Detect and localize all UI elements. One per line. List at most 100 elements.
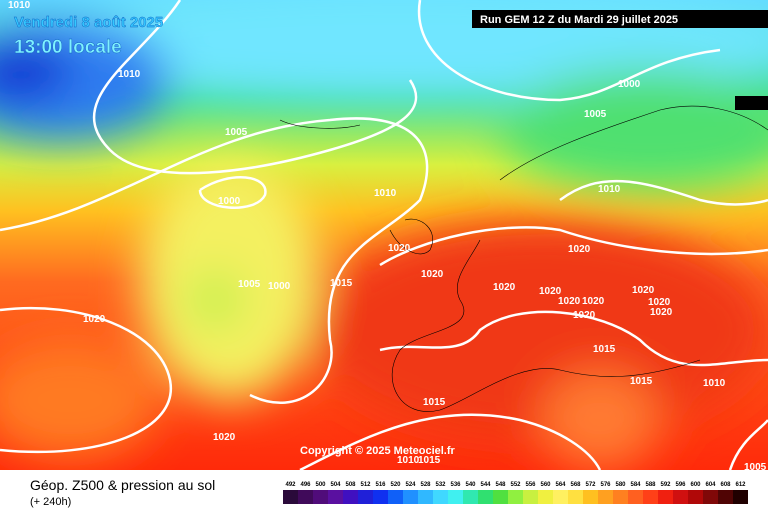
- isobar-label: 1020: [539, 286, 562, 297]
- isobar-label: 1010: [374, 188, 397, 199]
- scale-label: 496: [300, 482, 311, 488]
- scale-swatch: [658, 490, 673, 504]
- isobar-label: 1020: [632, 285, 655, 296]
- scale-swatch: [403, 490, 418, 504]
- scale-label: 516: [375, 482, 386, 488]
- isobar-label: 1020: [493, 282, 516, 293]
- scale-label: 528: [420, 482, 431, 488]
- scale-swatch: [283, 490, 298, 504]
- copyright: Copyright © 2025 Meteociel.fr: [300, 445, 456, 457]
- scale-label: 512: [360, 482, 371, 488]
- scale-label: 492: [285, 482, 296, 488]
- scale-swatch: [733, 490, 748, 504]
- scale-label: 612: [735, 482, 746, 488]
- scale-label: 520: [390, 482, 401, 488]
- scale-swatch: [298, 490, 313, 504]
- scale-swatch: [373, 490, 388, 504]
- isobar-label: 1010: [8, 0, 31, 11]
- scale-label: 532: [435, 482, 446, 488]
- isobar-label: 1000: [618, 79, 641, 90]
- footer-lead: (+ 240h): [30, 496, 71, 508]
- isobar-label: 1015: [418, 455, 441, 466]
- scale-label: 604: [705, 482, 716, 488]
- scale-label: 580: [615, 482, 626, 488]
- scale-label: 564: [555, 482, 566, 488]
- scale-label: 504: [330, 482, 341, 488]
- scale-swatch: [643, 490, 658, 504]
- color-scale: 492 496 500 504 508 512 516 520 524 528 532 536 540 5…: [283, 482, 748, 504]
- isobar-label: 1010: [118, 69, 141, 80]
- isobar-label: 1020: [83, 314, 106, 325]
- scale-swatch: [313, 490, 328, 504]
- scale-label: 524: [405, 482, 416, 488]
- scale-label: 536: [450, 482, 461, 488]
- isobar-label: 1020: [568, 244, 591, 255]
- field: [0, 0, 768, 470]
- isobar-label: 1020: [573, 310, 596, 321]
- scale-swatch: [388, 490, 403, 504]
- scale-swatch: [493, 490, 508, 504]
- scale-swatch: [343, 490, 358, 504]
- run-info: Run GEM 12 Z du Mardi 29 juillet 2025: [480, 14, 678, 26]
- scale-swatch: [703, 490, 718, 504]
- isobar-label: 1000: [268, 281, 291, 292]
- isobar-label: 1010: [598, 184, 621, 195]
- isobar-label: 1015: [330, 278, 353, 289]
- isobar-label: 1005: [584, 109, 607, 120]
- scale-swatch: [718, 490, 733, 504]
- valid-time: Vendredi 8 août 2025: [14, 14, 163, 31]
- scale-swatch: [673, 490, 688, 504]
- scale-label: 552: [510, 482, 521, 488]
- scale-label: 556: [525, 482, 536, 488]
- scale-swatch: [538, 490, 553, 504]
- scale-swatch: [418, 490, 433, 504]
- scale-label: 540: [465, 482, 476, 488]
- scale-label: 548: [495, 482, 506, 488]
- scale-swatch: [358, 490, 373, 504]
- scale-swatch: [478, 490, 493, 504]
- isobar-label: 1010: [703, 378, 726, 389]
- scale-swatch: [433, 490, 448, 504]
- isobar-label: 1015: [630, 376, 653, 387]
- isobar-label: 1020: [558, 296, 581, 307]
- scale-label: 572: [585, 482, 596, 488]
- scale-swatch: [448, 490, 463, 504]
- isobar-label: 1005: [238, 279, 261, 290]
- isobar-label: 1000: [218, 196, 241, 207]
- isobar-label: 1020: [388, 243, 411, 254]
- isobar-label: 1005: [225, 127, 248, 138]
- scale-label: 568: [570, 482, 581, 488]
- scale-swatch: [598, 490, 613, 504]
- footer-title: Géop. Z500 & pression au sol: [30, 477, 215, 493]
- scale-swatch: [583, 490, 598, 504]
- isobar-label: 1010: [397, 455, 420, 466]
- isobar-label: 1005: [744, 462, 767, 473]
- scale-label: 584: [630, 482, 641, 488]
- scale-label: 508: [345, 482, 356, 488]
- scale-label: 544: [480, 482, 491, 488]
- corner-block: [735, 96, 768, 110]
- scale-swatch: [613, 490, 628, 504]
- isobar-label: 1015: [593, 344, 616, 355]
- local-time: 13:00 locale: [14, 37, 122, 58]
- scale-label: 500: [315, 482, 326, 488]
- scale-label: 596: [675, 482, 686, 488]
- coastlines: [279, 105, 768, 412]
- scale-label: 600: [690, 482, 701, 488]
- scale-swatch: [463, 490, 478, 504]
- scale-swatch: [508, 490, 523, 504]
- scale-swatch: [568, 490, 583, 504]
- run-banner: [472, 10, 768, 28]
- isobar-label: 1020: [650, 307, 673, 318]
- scale-swatch: [523, 490, 538, 504]
- isobars: [0, 0, 768, 470]
- isobar-label: 1015: [423, 397, 446, 408]
- isobar-label: 1020: [648, 297, 671, 308]
- scale-label: 608: [720, 482, 731, 488]
- scale-swatch: [553, 490, 568, 504]
- scale-swatch: [688, 490, 703, 504]
- isobar-label: 1020: [421, 269, 444, 280]
- scale-swatch: [628, 490, 643, 504]
